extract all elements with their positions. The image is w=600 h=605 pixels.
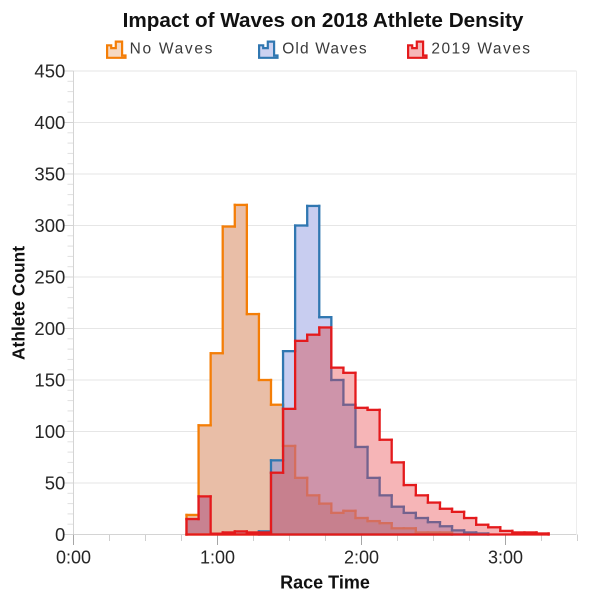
svg-text:450: 450 xyxy=(34,61,65,82)
svg-text:0:00: 0:00 xyxy=(56,548,91,568)
svg-text:Race Time: Race Time xyxy=(280,573,370,593)
svg-text:150: 150 xyxy=(34,370,65,391)
svg-text:50: 50 xyxy=(45,473,66,494)
svg-text:No Waves: No Waves xyxy=(130,41,215,58)
svg-text:350: 350 xyxy=(34,164,65,185)
svg-text:3:00: 3:00 xyxy=(488,548,523,568)
svg-text:0: 0 xyxy=(55,524,65,545)
svg-text:Old Waves: Old Waves xyxy=(282,41,368,58)
svg-text:1:00: 1:00 xyxy=(200,548,235,568)
svg-text:200: 200 xyxy=(34,318,65,339)
svg-text:2019 Waves: 2019 Waves xyxy=(431,41,531,58)
svg-text:100: 100 xyxy=(34,421,65,442)
svg-text:400: 400 xyxy=(34,112,65,133)
svg-text:Athlete Count: Athlete Count xyxy=(9,246,29,360)
svg-text:250: 250 xyxy=(34,267,65,288)
svg-text:300: 300 xyxy=(34,215,65,236)
svg-text:Impact of Waves on 2018 Athlet: Impact of Waves on 2018 Athlete Density xyxy=(123,9,524,32)
svg-text:2:00: 2:00 xyxy=(344,548,379,568)
